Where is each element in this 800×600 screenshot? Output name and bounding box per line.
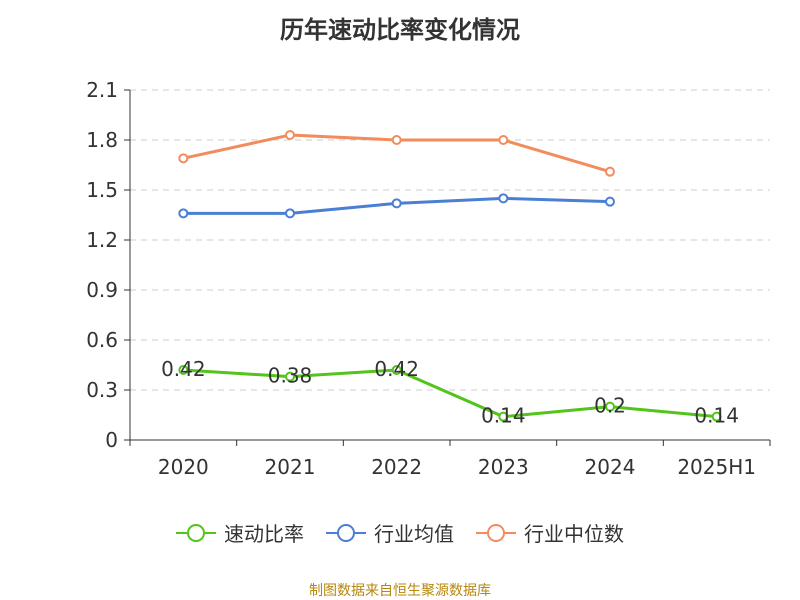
- y-tick-label: 0.9: [86, 278, 118, 302]
- x-tick-label: 2020: [158, 455, 209, 479]
- data-point-1: [391, 198, 402, 209]
- legend-label-quick-ratio: 速动比率: [224, 522, 304, 546]
- y-tick-label: 1.5: [86, 178, 118, 202]
- data-point-0: [711, 411, 722, 422]
- series-line-0: [183, 368, 717, 419]
- y-tick-label: 1.2: [86, 228, 118, 252]
- legend: 速动比率 行业均值 行业中位数: [0, 518, 800, 547]
- data-label: 0.14: [694, 404, 739, 428]
- data-label: 0.14: [481, 404, 526, 428]
- data-point-1: [605, 196, 615, 207]
- data-point-0: [391, 365, 402, 375]
- x-tick-label: 2022: [371, 455, 422, 479]
- data-point-0: [178, 365, 189, 375]
- legend-label-industry-median: 行业中位数: [524, 522, 624, 546]
- legend-item-quick-ratio[interactable]: 速动比率: [176, 518, 304, 547]
- legend-marker-industry-mean: [326, 523, 366, 542]
- y-tick-label: 1.8: [86, 128, 118, 152]
- y-tick-label: 0: [105, 428, 118, 452]
- x-tick-label: 2024: [585, 455, 636, 479]
- y-tick-label: 0.3: [86, 378, 118, 402]
- x-tick-label: 2021: [265, 455, 316, 479]
- data-point-0: [498, 411, 509, 422]
- data-point-1: [498, 193, 509, 204]
- data-point-0: [285, 371, 295, 382]
- data-point-2: [178, 153, 189, 164]
- x-tick-label: 2023: [478, 455, 529, 479]
- data-point-2: [498, 135, 509, 145]
- data-point-2: [391, 135, 402, 145]
- y-tick-label: 2.1: [86, 78, 118, 102]
- legend-label-industry-mean: 行业均值: [374, 522, 454, 546]
- data-label: 0.38: [268, 364, 313, 388]
- y-tick-label: 0.6: [86, 328, 118, 352]
- data-label: 0.42: [374, 357, 419, 381]
- data-point-2: [285, 130, 295, 140]
- source-note: 制图数据来自恒生聚源数据库: [309, 583, 491, 599]
- data-label: 0.2: [594, 394, 626, 418]
- data-label: 0.42: [161, 357, 206, 381]
- legend-item-industry-mean[interactable]: 行业均值: [326, 518, 454, 547]
- data-point-2: [605, 166, 615, 177]
- legend-item-industry-median[interactable]: 行业中位数: [476, 518, 624, 547]
- legend-marker-quick-ratio: [176, 523, 216, 542]
- legend-marker-industry-median: [476, 523, 516, 542]
- data-point-1: [178, 208, 189, 219]
- x-tick-label: 2025H1: [677, 455, 756, 479]
- data-point-0: [605, 401, 615, 412]
- chart-title: 历年速动比率变化情况: [280, 16, 520, 44]
- data-point-1: [285, 208, 295, 219]
